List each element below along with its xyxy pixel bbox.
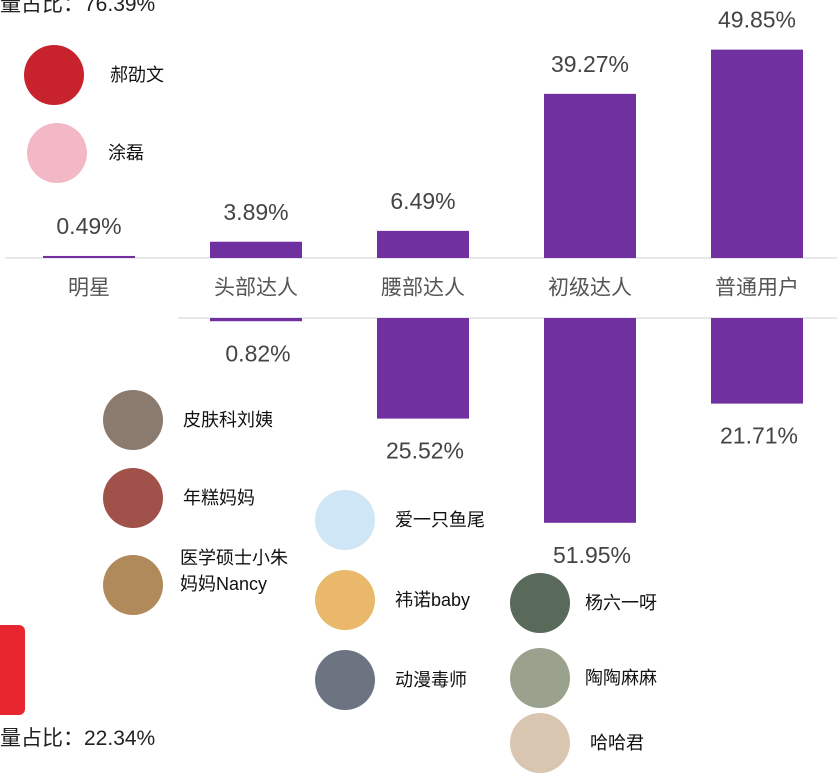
avatar xyxy=(510,648,570,708)
bottom-share-text: 量占比：22.34% xyxy=(0,727,156,750)
avatar xyxy=(103,468,163,528)
avatar-name: 涂磊 xyxy=(108,143,144,163)
x-tick-label: 明星 xyxy=(68,277,110,300)
avatar xyxy=(103,390,163,450)
bar xyxy=(43,255,135,258)
x-tick-label: 初级达人 xyxy=(548,277,632,300)
bar xyxy=(544,93,636,258)
bar xyxy=(711,49,803,258)
value-label: 25.52% xyxy=(386,438,464,464)
bar xyxy=(711,318,803,404)
avatar-name: 皮肤科刘姨 xyxy=(183,410,273,430)
avatar xyxy=(315,650,375,710)
avatar-name: 祎诺baby xyxy=(395,590,471,610)
bar xyxy=(377,230,469,258)
value-label: 0.49% xyxy=(56,213,121,239)
avatar xyxy=(24,45,84,105)
bar xyxy=(210,318,302,322)
avatar-name: 郝劭文 xyxy=(110,65,164,85)
top-share-text: 量占比：76.39% xyxy=(0,0,156,16)
avatar-name: 年糕妈妈 xyxy=(183,488,255,508)
avatar-name: 医学硕士小朱妈妈Nancy xyxy=(180,548,288,594)
bar xyxy=(544,318,636,523)
avatar-name: 杨六一呀 xyxy=(585,593,657,613)
value-label: 0.82% xyxy=(225,340,290,366)
avatar xyxy=(103,555,163,615)
value-label: 3.89% xyxy=(223,199,288,225)
avatar xyxy=(510,713,570,773)
value-label: 51.95% xyxy=(553,542,631,568)
value-label: 6.49% xyxy=(390,188,455,214)
x-tick-label: 腰部达人 xyxy=(381,277,465,300)
avatar xyxy=(27,123,87,183)
avatar-name: 陶陶麻麻 xyxy=(585,668,657,688)
x-tick-label: 头部达人 xyxy=(214,277,298,300)
avatar-name: 爱一只鱼尾 xyxy=(395,510,485,530)
avatar xyxy=(315,570,375,630)
bar xyxy=(377,318,469,419)
avatar xyxy=(510,573,570,633)
value-label: 49.85% xyxy=(718,7,796,33)
bar xyxy=(210,241,302,258)
avatar xyxy=(315,490,375,550)
value-label: 21.71% xyxy=(720,423,798,449)
avatar-name: 动漫毒师 xyxy=(395,670,467,690)
value-label: 39.27% xyxy=(551,51,629,77)
x-tick-label: 普通用户 xyxy=(715,277,799,300)
app-icon xyxy=(0,625,25,715)
avatar-name: 哈哈君 xyxy=(590,733,644,753)
